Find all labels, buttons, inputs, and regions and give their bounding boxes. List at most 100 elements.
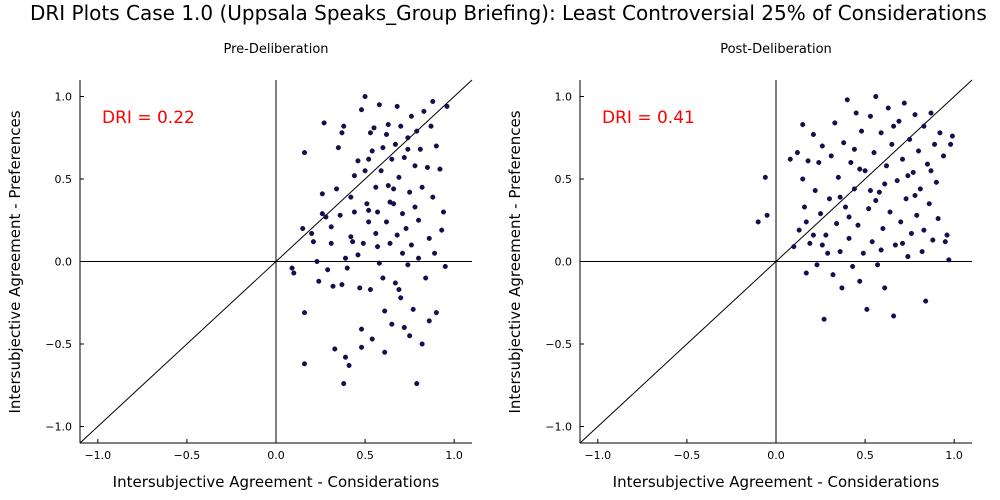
data-point xyxy=(837,249,843,255)
data-point xyxy=(907,136,913,142)
data-point xyxy=(362,168,368,174)
data-point xyxy=(314,259,320,265)
data-point xyxy=(383,219,389,225)
data-point xyxy=(949,133,955,139)
data-point xyxy=(392,141,398,147)
data-point xyxy=(407,189,413,195)
data-point xyxy=(805,158,811,164)
data-point xyxy=(323,214,329,220)
data-point xyxy=(428,123,434,129)
data-point xyxy=(933,179,939,185)
data-point xyxy=(875,262,881,268)
data-point xyxy=(796,227,802,233)
data-point xyxy=(335,145,341,151)
x-tick-label: −1.0 xyxy=(584,449,611,462)
data-point xyxy=(898,219,904,225)
data-point xyxy=(351,209,357,215)
data-point xyxy=(319,191,325,197)
data-point xyxy=(389,156,395,162)
data-point xyxy=(440,209,446,215)
data-point xyxy=(873,93,879,99)
data-point xyxy=(396,287,402,293)
panel-title-post: Post-Deliberation xyxy=(720,42,832,57)
data-point xyxy=(816,159,822,165)
data-point xyxy=(444,103,450,109)
data-point xyxy=(935,216,941,222)
data-point xyxy=(891,313,897,319)
data-point xyxy=(398,123,404,129)
y-tick-label: −0.5 xyxy=(545,338,572,351)
data-point xyxy=(407,333,413,339)
data-point xyxy=(401,155,407,161)
data-point xyxy=(394,232,400,238)
data-point xyxy=(309,230,315,236)
y-tick-label: 0.5 xyxy=(555,173,573,186)
data-point xyxy=(894,178,900,184)
data-point xyxy=(821,316,827,322)
x-tick-label: 0.5 xyxy=(856,449,874,462)
data-point xyxy=(357,285,363,291)
y-tick-label: −1.0 xyxy=(545,421,572,434)
data-point xyxy=(937,130,943,136)
data-point xyxy=(396,174,402,180)
data-point xyxy=(412,204,418,210)
data-point xyxy=(762,174,768,180)
data-point xyxy=(867,188,873,194)
data-point xyxy=(289,265,295,271)
data-point xyxy=(803,270,809,276)
data-point xyxy=(787,156,793,162)
data-point xyxy=(916,148,922,154)
data-point xyxy=(834,221,840,227)
data-point xyxy=(348,234,354,240)
x-tick-label: −0.5 xyxy=(674,449,701,462)
data-point xyxy=(923,298,929,304)
data-point xyxy=(900,156,906,162)
data-point xyxy=(926,201,932,207)
x-tick-label: 1.0 xyxy=(945,449,963,462)
data-point xyxy=(921,123,927,129)
data-point xyxy=(405,135,411,141)
data-point xyxy=(302,150,308,156)
post-deliberation-panel: Post-Deliberation Intersubjective Agreem… xyxy=(506,42,973,491)
data-point xyxy=(339,130,345,136)
y-tick-label: 1.0 xyxy=(555,91,573,104)
data-point xyxy=(846,235,852,241)
data-point xyxy=(919,249,925,255)
data-point xyxy=(342,354,348,360)
data-point xyxy=(910,169,916,175)
data-point xyxy=(421,108,427,114)
data-point xyxy=(810,232,816,238)
data-point xyxy=(375,209,381,215)
data-point xyxy=(416,217,422,223)
data-point xyxy=(883,163,889,169)
data-point xyxy=(400,250,406,256)
data-point xyxy=(405,262,411,268)
data-point xyxy=(359,326,365,332)
data-point xyxy=(321,120,327,126)
data-point xyxy=(924,161,930,167)
data-point xyxy=(355,252,361,258)
data-point xyxy=(337,212,343,218)
data-point xyxy=(432,250,438,256)
data-point xyxy=(844,97,850,103)
data-point xyxy=(802,204,808,210)
y-axis-label-post: Intersubjective Agreement - Preferences xyxy=(506,110,524,413)
data-point xyxy=(373,230,379,236)
data-point xyxy=(378,168,384,174)
data-point xyxy=(832,120,838,126)
data-point xyxy=(859,128,865,134)
data-point xyxy=(912,112,918,118)
x-tick-label: 0.5 xyxy=(356,449,374,462)
data-point xyxy=(367,130,373,136)
data-point xyxy=(416,255,422,261)
data-point xyxy=(394,103,400,109)
data-point xyxy=(940,153,946,159)
data-point xyxy=(369,148,375,154)
data-point xyxy=(376,260,382,266)
data-point xyxy=(825,250,831,256)
y-tick-label: −1.0 xyxy=(45,421,72,434)
data-point xyxy=(359,344,365,350)
data-point xyxy=(291,270,297,276)
data-point xyxy=(944,232,950,238)
data-point xyxy=(882,285,888,291)
